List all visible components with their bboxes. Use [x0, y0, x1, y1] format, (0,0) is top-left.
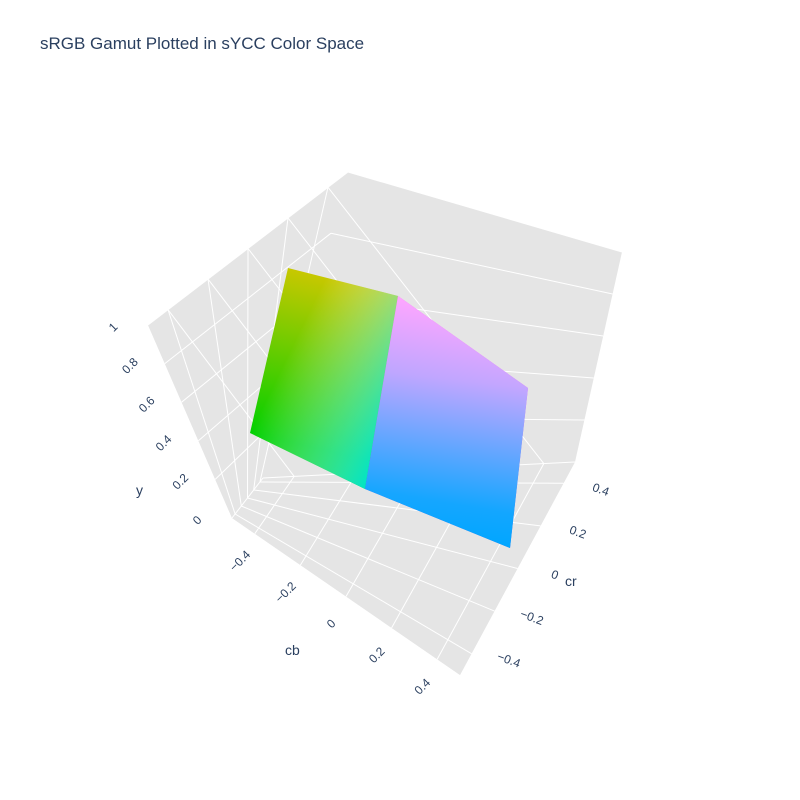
surface-face-cyan-tint: [250, 268, 398, 489]
axis-title-cb: cb: [285, 642, 300, 658]
grid-y-side-4: [330, 232, 613, 295]
tick-y-3: 0.6: [136, 393, 158, 415]
tick-cb-0: −0.4: [227, 547, 254, 574]
tick-cr-2: 0: [549, 567, 560, 583]
tick-cr-0: −0.4: [495, 649, 522, 670]
tick-cr-4: 0.4: [591, 480, 612, 499]
tick-y-4: 0.8: [119, 355, 141, 377]
grid-cr-wall-1: [207, 279, 242, 507]
tick-y-5: 1: [106, 320, 121, 335]
tick-y-0: 0: [190, 513, 205, 528]
grid-cr-floor-0: [234, 513, 472, 655]
grid-cr-wall-0: [167, 309, 236, 515]
grid-cb-wall-0: [167, 309, 295, 477]
tick-cr-1: −0.2: [518, 607, 545, 628]
tick-y-2: 0.4: [153, 432, 175, 454]
tick-cb-1: −0.2: [272, 579, 299, 606]
chart-title: sRGB Gamut Plotted in sYCC Color Space: [40, 34, 365, 53]
tick-cb-4: 0.4: [412, 675, 434, 697]
grid-cr-wall-2: [247, 248, 249, 499]
axis-title-cr: cr: [565, 573, 577, 589]
tick-cb-3: 0.2: [366, 644, 388, 666]
tick-y-1: 0.2: [170, 470, 192, 492]
tick-cr-3: 0.2: [568, 523, 589, 542]
surface-face-white-cyan-tint: [365, 296, 528, 548]
axis-title-y: y: [136, 482, 143, 498]
grid-y-side-5: [347, 171, 623, 253]
grid-cr-floor-1: [241, 505, 495, 612]
grid-cr-floor-2: [247, 497, 518, 569]
tick-cb-2: 0: [324, 616, 339, 631]
